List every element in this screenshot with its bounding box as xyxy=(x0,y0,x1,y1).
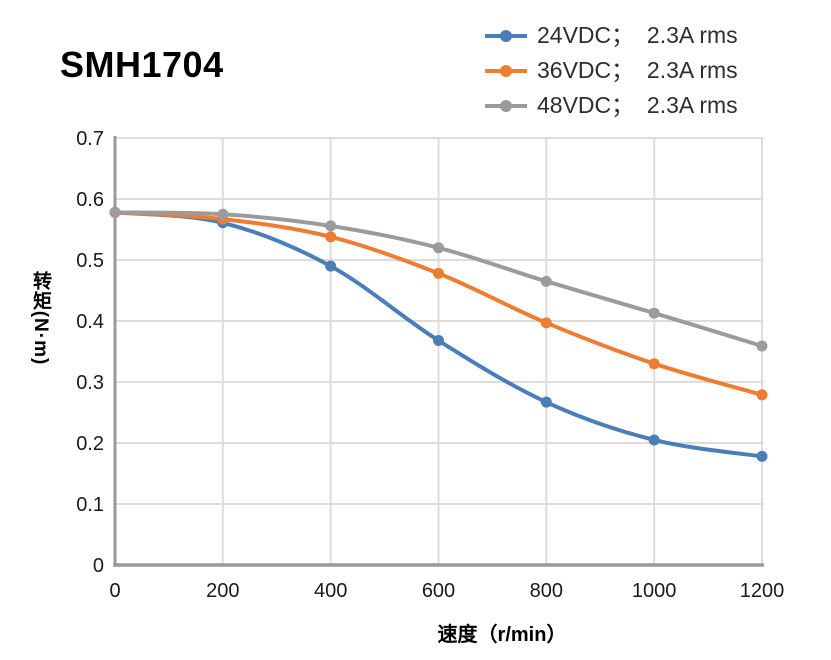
legend-item-36vdc: 36VDC； 2.3A rms xyxy=(484,53,738,88)
svg-text:0.7: 0.7 xyxy=(76,128,104,150)
legend-label: 36VDC； 2.3A rms xyxy=(537,57,738,83)
legend-label: 24VDC； 2.3A rms xyxy=(537,22,738,48)
svg-text:1000: 1000 xyxy=(632,580,677,602)
svg-text:200: 200 xyxy=(206,580,239,602)
y-axis-title: 转矩(N·m) xyxy=(30,270,51,366)
legend-label: 48VDC； 2.3A rms xyxy=(537,92,738,118)
svg-text:0.2: 0.2 xyxy=(76,433,104,455)
legend-line-marker-icon xyxy=(485,29,527,42)
svg-text:0.5: 0.5 xyxy=(76,250,104,272)
svg-text:800: 800 xyxy=(530,580,563,602)
svg-text:0.3: 0.3 xyxy=(76,372,104,394)
svg-text:0: 0 xyxy=(93,555,104,577)
svg-text:0: 0 xyxy=(109,580,120,602)
legend-item-48vdc: 48VDC； 2.3A rms xyxy=(484,88,738,123)
svg-text:0.6: 0.6 xyxy=(76,189,104,211)
legend-item-24vdc: 24VDC； 2.3A rms xyxy=(484,18,738,53)
svg-text:0.1: 0.1 xyxy=(76,494,104,516)
legend: 24VDC； 2.3A rms 36VDC； 2.3A rms 48VDC； 2… xyxy=(484,18,738,123)
svg-text:0.4: 0.4 xyxy=(76,311,104,333)
svg-text:600: 600 xyxy=(422,580,455,602)
x-axis-title: 速度（r/min） xyxy=(437,624,567,646)
svg-text:400: 400 xyxy=(314,580,347,602)
chart-title: SMH1704 xyxy=(60,44,224,85)
legend-line-marker-icon xyxy=(485,99,527,112)
svg-text:1200: 1200 xyxy=(740,580,785,602)
legend-line-marker-icon xyxy=(485,64,527,77)
